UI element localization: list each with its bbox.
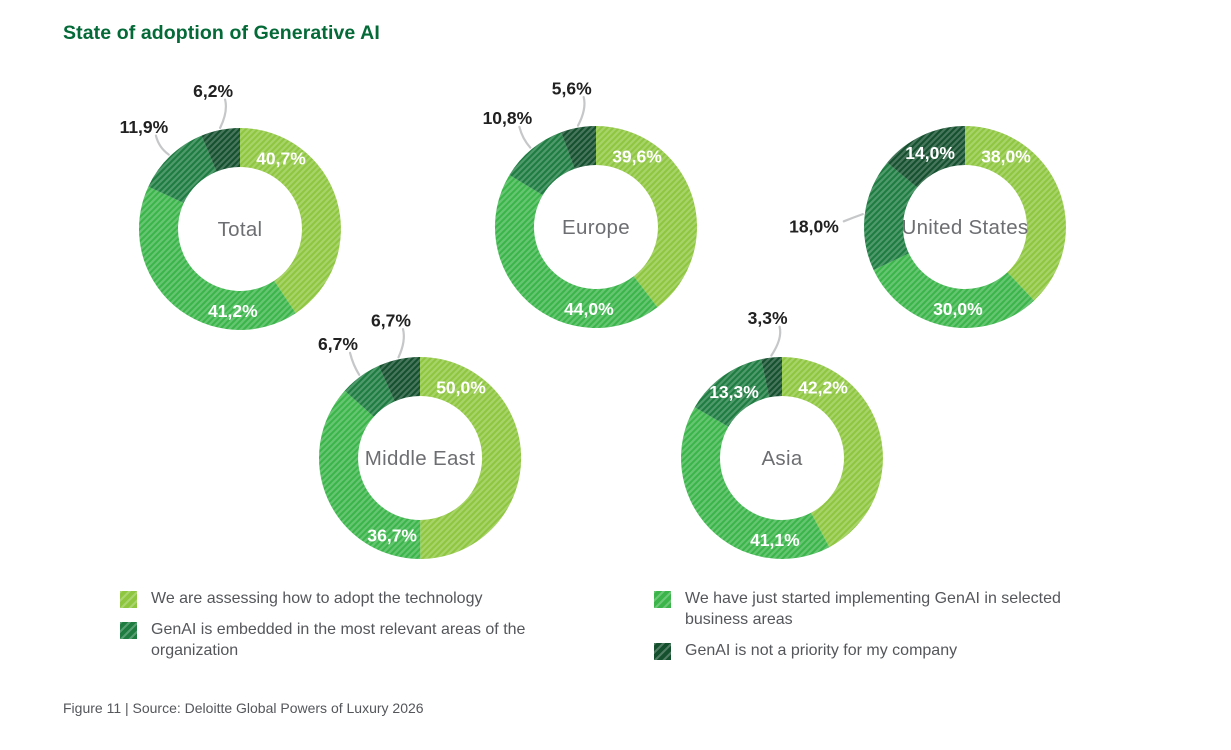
- donut-slice-hatch: [761, 357, 782, 398]
- donut-center-label: United States: [902, 216, 1029, 239]
- slice-value-callout: 3,3%: [748, 308, 788, 328]
- donut-slice-hatch: [561, 126, 596, 169]
- legend-label: GenAI is embedded in the most relevant a…: [151, 620, 526, 659]
- slice-value-label: 40,7%: [256, 148, 306, 168]
- slice-value-label: 38,0%: [981, 146, 1031, 166]
- label-leader-line: [219, 98, 228, 129]
- label-leader-line: [842, 213, 864, 223]
- label-leader-line: [770, 325, 782, 357]
- label-leader-line: [576, 96, 586, 127]
- donut-slice-hatch: [694, 359, 770, 427]
- slice-value-callout: 6,2%: [193, 81, 233, 101]
- slice-value-label: 41,1%: [750, 530, 800, 550]
- slice-value-label: 36,7%: [367, 525, 417, 545]
- donut-center-label: Europe: [562, 216, 630, 239]
- donut-slice-hatch: [782, 357, 883, 548]
- legend-item: GenAI is embedded in the most relevant a…: [120, 620, 654, 662]
- donut-slice-hatch: [138, 186, 296, 330]
- slice-value-callout: 6,7%: [371, 310, 411, 330]
- donut-slice-hatch: [240, 128, 341, 314]
- donut-slice-hatch: [863, 162, 918, 270]
- slice-value-callout: 5,6%: [552, 78, 592, 98]
- donut-slice-hatch: [378, 357, 420, 402]
- donut-slice-hatch: [148, 135, 217, 203]
- label-leader-line: [154, 134, 170, 156]
- label-leader-line: [518, 125, 532, 149]
- donut-slice-hatch: [509, 132, 575, 196]
- legend-item: We are assessing how to adopt the techno…: [120, 589, 654, 610]
- slice-value-label: 41,2%: [208, 301, 258, 321]
- slice-value-callout: 11,9%: [120, 117, 169, 137]
- donut-slice-hatch: [494, 175, 658, 329]
- donut-middle-east: 50,0% 36,7% 6,7% 6,7% Middle East: [318, 310, 522, 560]
- donut-center-label: Middle East: [365, 447, 475, 470]
- donut-slice-hatch: [965, 126, 1066, 301]
- legend-swatch: [654, 642, 671, 660]
- legend-label: We are assessing how to adopt the techno…: [151, 590, 483, 607]
- donut-center-label: Asia: [761, 447, 802, 470]
- label-leader-line: [348, 351, 361, 376]
- chart-title: State of adoption of Generative AI: [63, 22, 380, 44]
- legend-swatch: [120, 591, 137, 608]
- slice-value-label: 14,0%: [905, 143, 955, 163]
- legend-column: We have just started implementing GenAI …: [654, 589, 1125, 661]
- donut-slice-hatch: [596, 126, 698, 308]
- donut-europe: 39,6% 44,0% 10,8% 5,6% Europe: [483, 78, 698, 329]
- slice-value-label: 42,2%: [798, 377, 848, 397]
- slice-value-label: 39,6%: [612, 146, 662, 166]
- slice-value-label: 13,3%: [709, 382, 759, 402]
- slice-value-callout: 18,0%: [789, 217, 839, 237]
- figure-source-caption: Figure 11 | Source: Deloitte Global Powe…: [63, 700, 424, 716]
- slice-value-label: 44,0%: [564, 299, 614, 319]
- donut-asia: 42,2% 41,1% 13,3% 3,3% Asia: [681, 308, 883, 559]
- slice-value-callout: 10,8%: [483, 108, 533, 128]
- slice-value-label: 30,0%: [933, 299, 983, 319]
- donut-slice-hatch: [887, 126, 965, 188]
- donut-slice-hatch: [681, 407, 830, 559]
- legend-swatch: [120, 621, 137, 639]
- donut-slice-hatch: [344, 365, 395, 417]
- donut-slice-hatch: [319, 390, 421, 560]
- legend-column: We are assessing how to adopt the techno…: [120, 589, 654, 661]
- donut-center-label: Total: [218, 218, 263, 241]
- label-leader-line: [397, 328, 405, 359]
- legend-label: GenAI is not a priority for my company: [685, 641, 958, 659]
- slice-value-label: 50,0%: [436, 377, 486, 397]
- donut-slice-hatch: [201, 128, 240, 172]
- donut-slice-hatch: [873, 253, 1035, 328]
- donut-united-states: 38,0% 30,0% 18,0% 14,0% United States: [789, 126, 1066, 328]
- donut-total: 40,7% 41,2% 11,9% 6,2% Total: [120, 81, 341, 330]
- legend-item: We have just started implementing GenAI …: [654, 589, 1125, 631]
- legend-swatch: [654, 591, 671, 608]
- legend-item: GenAI is not a priority for my company: [654, 641, 1125, 662]
- legend-label: We have just started implementing GenAI …: [685, 590, 1061, 628]
- donut-slice-hatch: [420, 356, 522, 559]
- slice-value-callout: 6,7%: [318, 334, 358, 354]
- chart-legend: We are assessing how to adopt the techno…: [120, 589, 1211, 661]
